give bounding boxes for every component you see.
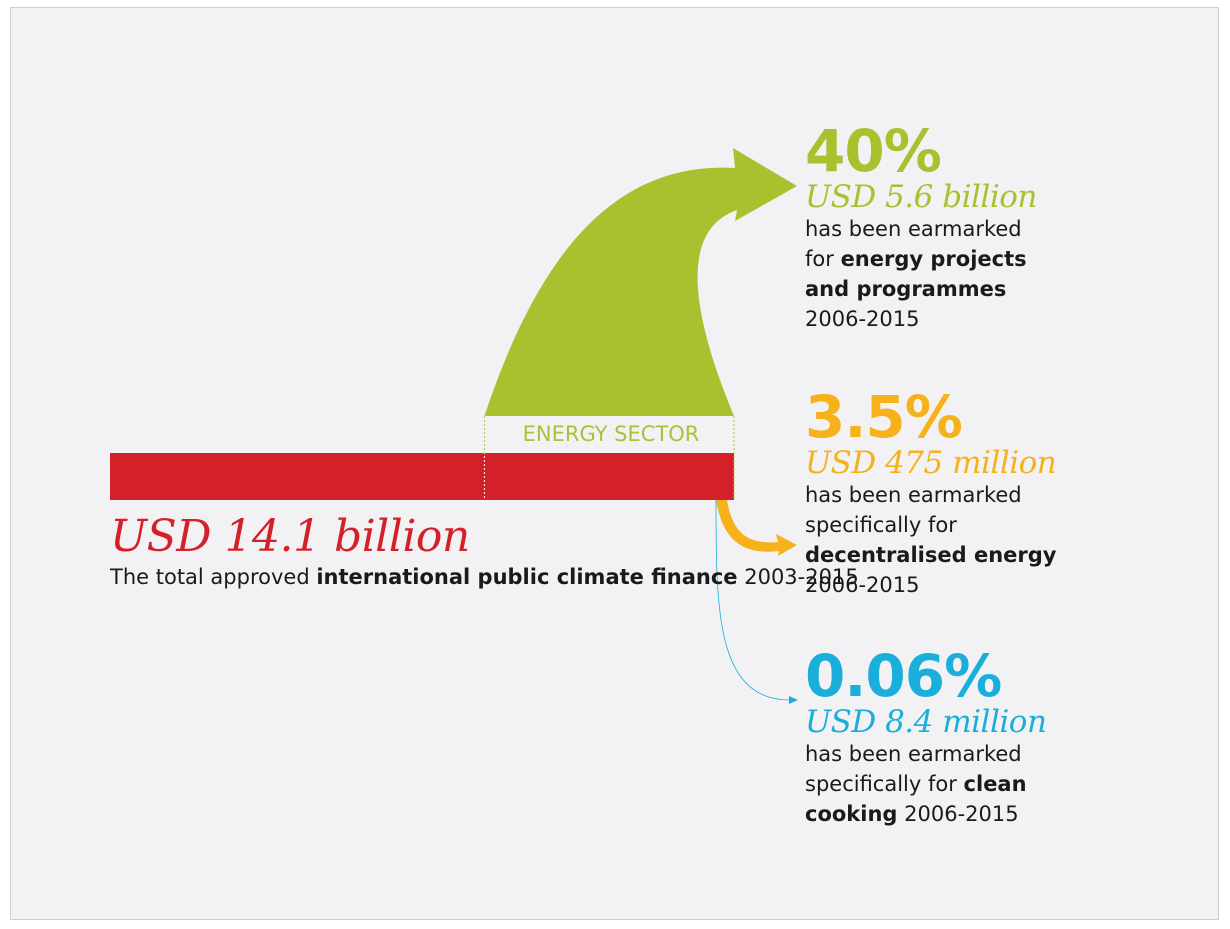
clean-cooking-description: has been earmarked specifically for clea… (805, 739, 1046, 829)
decentralised-flow-arrow (716, 500, 797, 556)
energy-desc-line2: for energy projects (805, 244, 1037, 274)
decentralised-description: has been earmarked specifically for dece… (805, 480, 1056, 600)
total-finance-block: USD 14.1 billion The total approved inte… (110, 512, 859, 592)
clean-cooking-desc-line3: cooking 2006-2015 (805, 799, 1046, 829)
energy-percent: 40% (805, 117, 942, 185)
clean-cooking-amount: USD 8.4 million (805, 704, 1047, 740)
energy-stat: 40% USD 5.6 billion has been earmarked f… (805, 122, 1037, 334)
decentralised-desc-line2: specifically for (805, 513, 957, 537)
decentralised-desc-line1: has been earmarked (805, 483, 1022, 507)
energy-desc-line2-bold: energy projects (840, 247, 1027, 271)
clean-cooking-percent: 0.06% (805, 642, 1002, 710)
clean-cooking-desc-line1: has been earmarked (805, 742, 1022, 766)
total-finance-bar (110, 453, 734, 500)
total-amount: USD 14.1 billion (110, 511, 470, 562)
clean-cooking-desc-line2-bold: clean (963, 772, 1027, 796)
decentralised-desc-line4: 2006-2015 (805, 573, 920, 597)
decentralised-desc-line3-bold: decentralised energy (805, 543, 1057, 567)
clean-cooking-stat: 0.06% USD 8.4 million has been earmarked… (805, 642, 1047, 829)
decentralised-amount: USD 475 million (805, 445, 1057, 481)
clean-cooking-desc-line3-post: 2006-2015 (897, 802, 1019, 826)
total-desc-bold: international public climate finance (316, 565, 738, 589)
decentralised-percent: 3.5% (805, 383, 963, 451)
energy-flow-arrow (484, 148, 797, 416)
energy-description: has been earmarked for energy projects a… (805, 214, 1037, 334)
energy-desc-line4: 2006-2015 (805, 307, 920, 331)
energy-desc-line3-bold: and programmes (805, 277, 1007, 301)
energy-desc-line1: has been earmarked (805, 217, 1022, 241)
energy-amount: USD 5.6 billion (805, 179, 1037, 215)
energy-desc-line3: and programmes (805, 274, 1037, 304)
total-desc-post: 2003-2015 (737, 565, 859, 589)
clean-cooking-desc-line3-bold: cooking (805, 802, 898, 826)
energy-desc-line2-pre: for (805, 247, 841, 271)
clean-cooking-desc-line2: specifically for clean (805, 769, 1046, 799)
decentralised-stat: 3.5% USD 475 million has been earmarked … (805, 383, 1057, 600)
total-description: The total approved international public … (110, 562, 859, 592)
energy-sector-label: ENERGY SECTOR (522, 422, 700, 446)
clean-cooking-flow-line (715, 499, 791, 701)
clean-cooking-desc-line2-pre: specifically for (805, 772, 964, 796)
total-desc-pre: The total approved (110, 565, 317, 589)
clean-cooking-arrowhead (789, 696, 798, 704)
decentralised-desc-line3: decentralised energy (805, 540, 1056, 570)
